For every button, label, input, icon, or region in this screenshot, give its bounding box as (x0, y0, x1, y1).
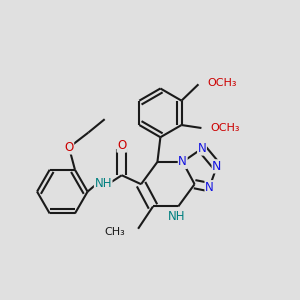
Text: N: N (198, 142, 206, 155)
Text: NH: NH (168, 210, 185, 224)
Text: N: N (178, 155, 187, 168)
Text: OCH₃: OCH₃ (210, 123, 240, 133)
Text: OCH₃: OCH₃ (207, 78, 237, 88)
Text: CH₃: CH₃ (104, 227, 125, 237)
Text: O: O (117, 139, 126, 152)
Text: O: O (64, 141, 74, 154)
Text: NH: NH (94, 177, 112, 190)
Text: N: N (212, 160, 222, 173)
Text: N: N (205, 181, 214, 194)
